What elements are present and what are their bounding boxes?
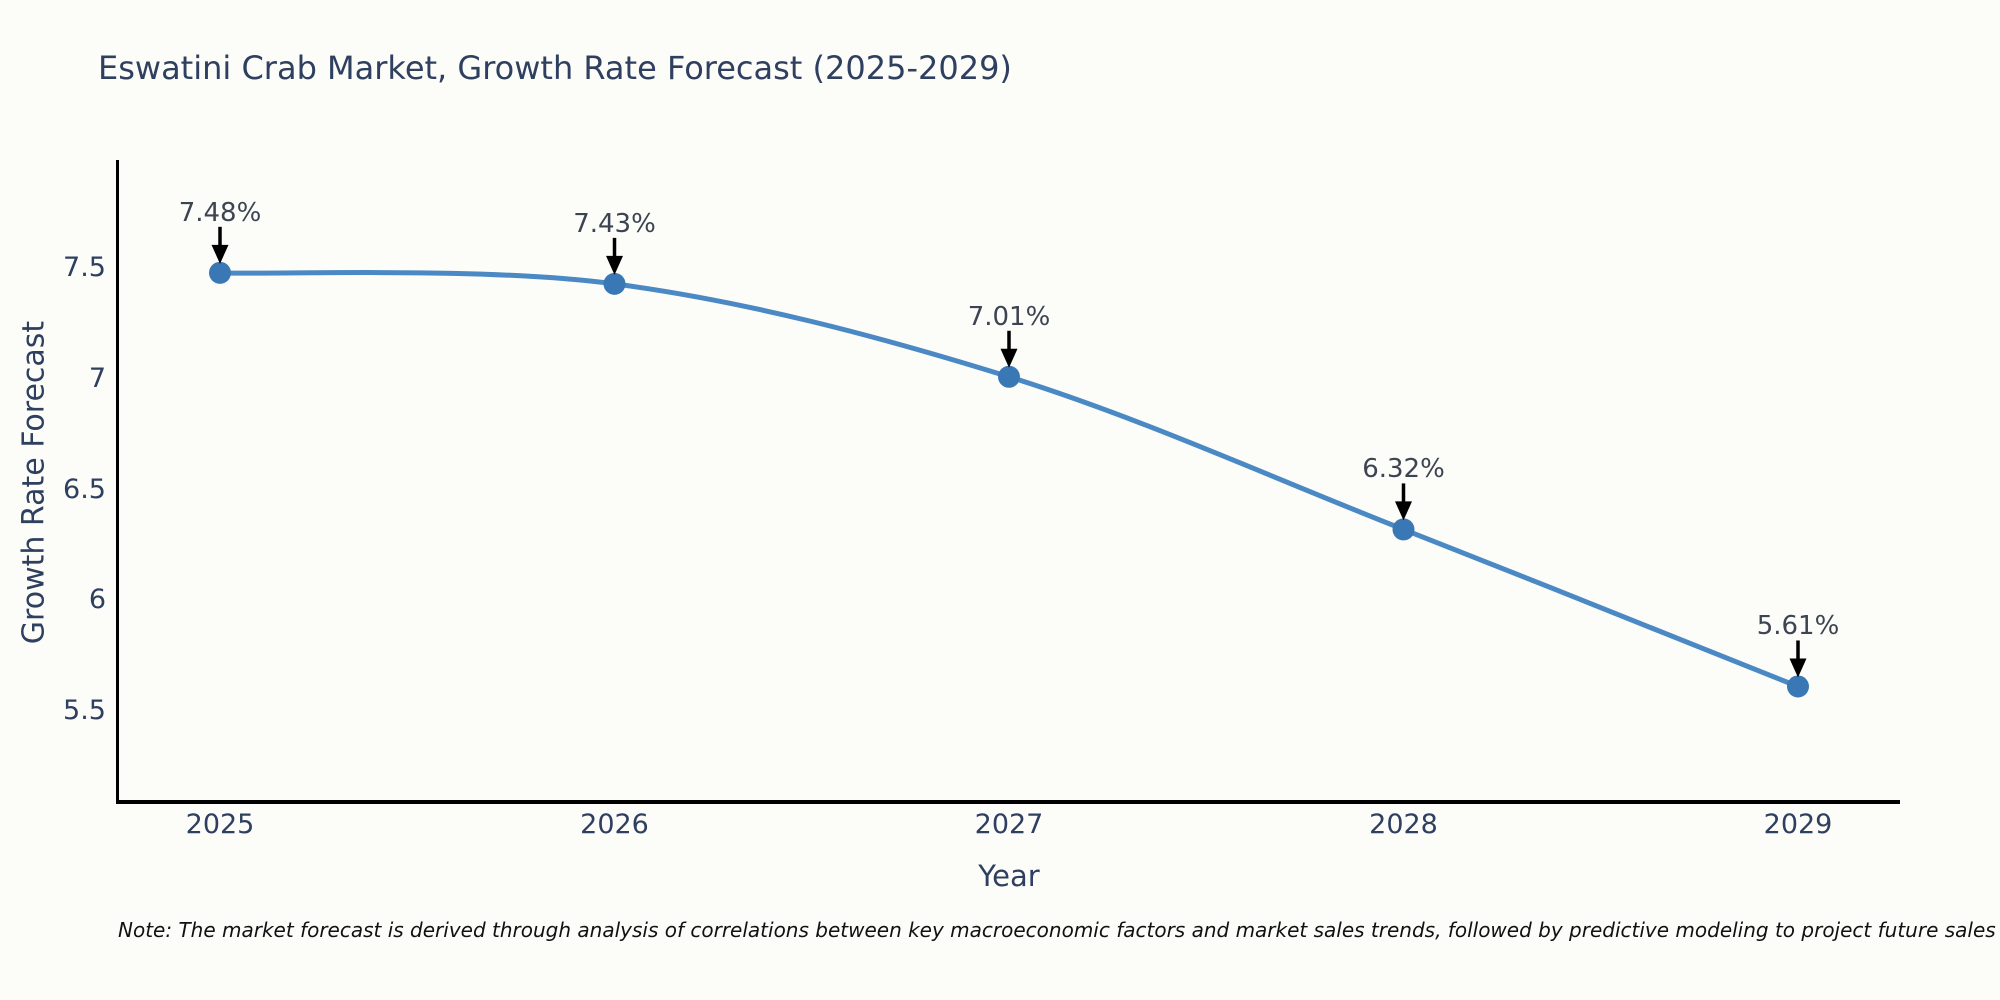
data-point-marker <box>1787 675 1809 698</box>
annotation-arrow-head <box>1789 658 1807 678</box>
x-axis-line <box>116 800 1900 804</box>
data-point-marker <box>209 261 231 284</box>
data-point-label: 7.43% <box>573 208 656 239</box>
annotation-arrow-head <box>211 244 229 264</box>
data-point-marker <box>1392 518 1415 541</box>
x-tick-label: 2028 <box>1369 809 1438 840</box>
y-tick-label: 5.5 <box>63 694 106 726</box>
x-tick-label: 2029 <box>1763 809 1833 840</box>
data-point-label: 5.61% <box>1756 611 1840 642</box>
data-point-label: 6.32% <box>1362 454 1445 485</box>
y-tick-label: 7.5 <box>63 252 106 284</box>
data-point-label: 7.48% <box>178 197 262 228</box>
y-axis-line <box>116 160 119 803</box>
x-tick-label: 2025 <box>185 809 255 840</box>
chart-title: Eswatini Crab Market, Growth Rate Foreca… <box>98 49 1012 87</box>
data-point-marker <box>998 365 1020 388</box>
y-tick-label: 6.5 <box>63 473 106 505</box>
data-point-label: 7.01% <box>967 301 1051 332</box>
annotation-arrow-head <box>1000 348 1018 368</box>
x-tick-label: 2026 <box>580 809 649 840</box>
y-tick-label: 7 <box>88 362 106 394</box>
x-tick-label: 2027 <box>974 809 1044 840</box>
data-point-marker <box>603 272 626 295</box>
footnote: Note: The market forecast is derived thr… <box>118 918 1996 942</box>
y-tick-label: 6 <box>88 584 106 616</box>
x-axis-title: Year <box>978 859 1040 893</box>
annotation-arrow-head <box>606 255 623 275</box>
annotation-arrow-head <box>1395 501 1412 521</box>
